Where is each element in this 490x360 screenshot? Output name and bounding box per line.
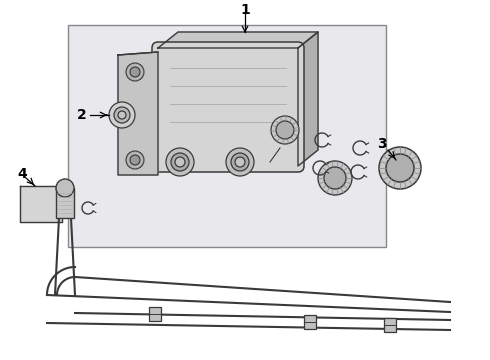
- Circle shape: [231, 153, 249, 171]
- Bar: [56, 188, 74, 218]
- Polygon shape: [118, 52, 158, 175]
- Circle shape: [130, 155, 140, 165]
- Circle shape: [56, 179, 74, 197]
- Circle shape: [175, 157, 185, 167]
- Circle shape: [386, 154, 414, 182]
- Circle shape: [226, 148, 254, 176]
- Circle shape: [276, 121, 294, 139]
- Polygon shape: [20, 186, 62, 222]
- Circle shape: [171, 153, 189, 171]
- Circle shape: [318, 161, 352, 195]
- Circle shape: [130, 67, 140, 77]
- Circle shape: [235, 157, 245, 167]
- Bar: [384, 318, 396, 332]
- Bar: [304, 315, 316, 329]
- Text: 1: 1: [240, 3, 250, 17]
- Circle shape: [324, 167, 346, 189]
- Circle shape: [271, 116, 299, 144]
- Text: 4: 4: [17, 167, 27, 181]
- Bar: [149, 307, 161, 321]
- Circle shape: [114, 107, 130, 123]
- Text: 2: 2: [77, 108, 87, 122]
- Polygon shape: [298, 32, 318, 166]
- FancyBboxPatch shape: [152, 42, 304, 172]
- Text: 3: 3: [377, 137, 387, 151]
- Polygon shape: [158, 32, 318, 48]
- Circle shape: [109, 102, 135, 128]
- Circle shape: [118, 111, 126, 119]
- Circle shape: [379, 147, 421, 189]
- Bar: [68, 25, 386, 247]
- Circle shape: [126, 151, 144, 169]
- Circle shape: [126, 63, 144, 81]
- Circle shape: [166, 148, 194, 176]
